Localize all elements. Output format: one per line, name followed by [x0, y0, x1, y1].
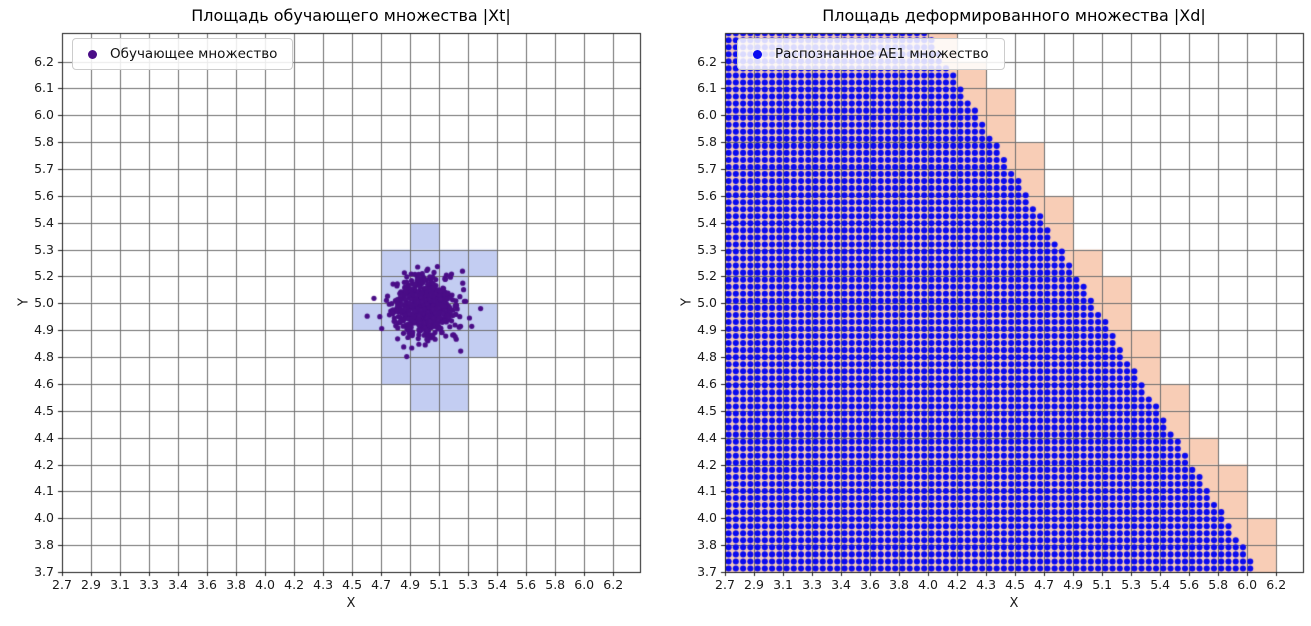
x-tick-label: 6.0: [1237, 577, 1258, 592]
x-tick-label: 6.2: [1266, 577, 1287, 592]
y-tick-label: 5.4: [697, 214, 717, 230]
x-tick-label: 4.5: [1005, 577, 1026, 592]
y-tick-label: 5.7: [697, 161, 717, 177]
left-legend-label: Обучающее множество: [110, 46, 278, 62]
x-tick-label: 6.2: [603, 577, 624, 592]
x-tick-label: 4.0: [918, 577, 939, 592]
y-tick-label: 5.0: [697, 295, 717, 311]
y-tick-label: 4.0: [34, 510, 54, 526]
x-tick-label: 5.6: [1179, 577, 1200, 592]
y-tick-label: 5.4: [34, 214, 54, 230]
x-tick-label: 2.7: [715, 577, 735, 592]
y-tick-label: 3.7: [34, 564, 54, 579]
x-tick-label: 5.8: [545, 577, 566, 592]
y-tick-label: 5.6: [697, 187, 717, 203]
x-tick-label: 3.3: [139, 577, 159, 592]
y-tick-label: 4.8: [697, 349, 717, 365]
x-tick-label: 2.9: [81, 577, 101, 592]
x-tick-label: 4.9: [400, 577, 421, 592]
right-plot-xlabel: X: [1009, 596, 1019, 611]
y-tick-label: 5.2: [697, 268, 717, 284]
y-tick-label: 4.9: [697, 322, 717, 338]
y-tick-label: 4.2: [697, 456, 717, 472]
y-tick-label: 4.6: [34, 375, 54, 391]
y-tick-label: 3.8: [34, 537, 54, 553]
x-tick-label: 5.4: [1150, 577, 1171, 592]
x-tick-label: 3.1: [110, 577, 130, 592]
x-tick-label: 4.9: [1063, 577, 1084, 592]
x-tick-label: 5.6: [516, 577, 537, 592]
x-tick-label: 6.0: [574, 577, 595, 592]
x-tick-label: 4.0: [255, 577, 276, 592]
x-tick-label: 5.1: [429, 577, 450, 592]
x-tick-label: 5.3: [458, 577, 479, 592]
x-tick-label: 5.8: [1208, 577, 1229, 592]
y-tick-label: 6.2: [34, 53, 54, 69]
y-tick-label: 4.9: [34, 322, 54, 338]
y-tick-label: 4.4: [697, 429, 717, 445]
y-tick-label: 5.3: [697, 241, 717, 257]
x-tick-label: 4.2: [947, 577, 968, 592]
x-tick-label: 4.7: [1034, 577, 1055, 592]
y-tick-label: 6.1: [697, 80, 717, 96]
x-tick-label: 5.1: [1092, 577, 1113, 592]
x-tick-label: 2.7: [52, 577, 72, 592]
y-tick-label: 4.5: [34, 402, 54, 418]
x-tick-label: 4.3: [976, 577, 997, 592]
right-legend-label: Распознанное AE1 множество: [775, 46, 989, 62]
y-tick-label: 6.0: [697, 107, 717, 123]
y-tick-label: 5.7: [34, 161, 54, 177]
y-tick-label: 5.8: [34, 134, 54, 150]
x-tick-label: 4.7: [371, 577, 392, 592]
y-tick-label: 4.5: [697, 402, 717, 418]
y-tick-label: 6.2: [697, 53, 717, 69]
x-tick-label: 3.8: [226, 577, 247, 592]
x-tick-label: 5.4: [487, 577, 508, 592]
x-tick-label: 3.4: [831, 577, 851, 592]
left-plot-title: Площадь обучающего множества |Xt|: [191, 6, 511, 25]
x-tick-label: 3.8: [889, 577, 910, 592]
y-tick-label: 5.8: [697, 134, 717, 150]
y-tick-label: 4.1: [697, 483, 717, 499]
y-tick-label: 4.6: [697, 375, 717, 391]
y-tick-label: 4.0: [697, 510, 717, 526]
x-tick-label: 3.3: [802, 577, 822, 592]
y-tick-label: 4.4: [34, 429, 54, 445]
x-tick-label: 5.3: [1121, 577, 1142, 592]
x-tick-label: 2.9: [744, 577, 764, 592]
left-plot-legend: Обучающее множество: [72, 38, 294, 70]
y-tick-label: 6.0: [34, 107, 54, 123]
y-tick-label: 5.0: [34, 295, 54, 311]
y-tick-label: 4.8: [34, 349, 54, 365]
x-tick-label: 4.3: [313, 577, 334, 592]
x-tick-label: 3.6: [197, 577, 217, 592]
y-tick-label: 3.8: [697, 537, 717, 553]
x-tick-label: 3.6: [860, 577, 880, 592]
y-tick-label: 5.6: [34, 187, 54, 203]
right-plot-title: Площадь деформированного множества |Xd|: [822, 6, 1206, 25]
recognized-set-marker-icon: [753, 49, 762, 59]
y-tick-label: 4.2: [34, 456, 54, 472]
x-tick-label: 3.1: [773, 577, 793, 592]
x-tick-label: 3.4: [168, 577, 188, 592]
y-tick-label: 4.1: [34, 483, 54, 499]
y-tick-label: 5.2: [34, 268, 54, 284]
left-plot-xlabel: X: [346, 596, 356, 611]
x-tick-label: 4.2: [284, 577, 305, 592]
y-tick-label: 6.1: [34, 80, 54, 96]
x-tick-label: 4.5: [342, 577, 363, 592]
training-set-marker-icon: [88, 49, 97, 59]
y-tick-label: 3.7: [697, 564, 717, 579]
right-plot-legend: Распознанное AE1 множество: [737, 38, 1005, 70]
y-tick-label: 5.3: [34, 241, 54, 257]
